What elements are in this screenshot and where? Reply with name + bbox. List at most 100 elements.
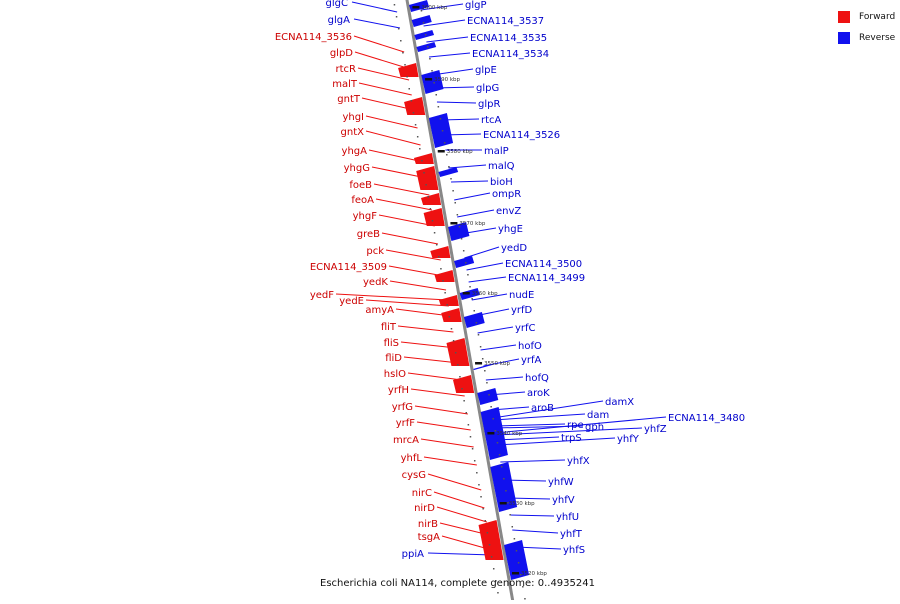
forward-connector bbox=[414, 405, 468, 415]
forward-connector bbox=[416, 421, 471, 431]
forward-connector bbox=[365, 130, 421, 146]
reverse-gene-label: yrfA bbox=[521, 355, 542, 366]
reverse-connector bbox=[457, 209, 495, 218]
reverse-gene-label: yhfX bbox=[567, 456, 590, 467]
reverse-gene-block bbox=[448, 222, 470, 241]
reverse-gene-label: yrfD bbox=[511, 305, 533, 316]
feature-dot bbox=[488, 394, 490, 396]
feature-dot bbox=[505, 490, 507, 492]
forward-gene-label: mrcA bbox=[393, 435, 419, 446]
forward-gene-block bbox=[430, 246, 451, 258]
tick-label: 3540 kbp bbox=[496, 431, 522, 437]
feature-dot bbox=[431, 70, 433, 72]
tick-mark bbox=[499, 502, 507, 505]
forward-connector bbox=[407, 372, 462, 381]
reverse-gene-block bbox=[490, 462, 518, 512]
feature-dot bbox=[397, 28, 400, 30]
reverse-gene-label: yhfU bbox=[556, 512, 579, 523]
forward-gene-label: cysG bbox=[402, 470, 426, 481]
reverse-gene-label: yhfT bbox=[560, 529, 583, 540]
forward-connector bbox=[365, 115, 418, 129]
forward-gene-label: tsgA bbox=[418, 532, 440, 543]
forward-gene-label: yrfF bbox=[396, 418, 416, 429]
reverse-gene-block bbox=[477, 388, 499, 405]
forward-gene-block bbox=[478, 520, 504, 560]
reverse-gene-label: ppiA bbox=[402, 549, 424, 560]
feature-dot bbox=[460, 238, 463, 240]
reverse-connector bbox=[466, 262, 504, 271]
reverse-connector bbox=[420, 3, 464, 11]
feature-dot bbox=[496, 442, 499, 444]
reverse-connector bbox=[512, 529, 559, 534]
legend-label-reverse: Reverse bbox=[859, 33, 896, 43]
feature-dot bbox=[412, 112, 415, 114]
reverse-gene-label: yhfS bbox=[563, 545, 585, 556]
reverse-gene-block bbox=[411, 15, 432, 27]
reverse-connector bbox=[500, 459, 566, 463]
reverse-connector bbox=[426, 36, 469, 43]
feature-dot bbox=[406, 76, 408, 78]
feature-dot bbox=[458, 226, 461, 228]
reverse-gene-label: glpR bbox=[478, 99, 500, 110]
reverse-connector bbox=[436, 101, 477, 104]
feature-dot bbox=[416, 136, 419, 138]
forward-connector bbox=[403, 356, 459, 364]
feature-dot bbox=[488, 544, 491, 546]
forward-gene-block bbox=[398, 63, 419, 77]
reverse-connector bbox=[496, 436, 560, 441]
forward-gene-block bbox=[434, 270, 455, 282]
reverse-connector bbox=[454, 192, 491, 201]
reverse-connector bbox=[509, 514, 555, 517]
tick-mark bbox=[487, 432, 495, 435]
feature-dot bbox=[420, 10, 423, 12]
forward-gene-label: ECNA114_3509 bbox=[310, 262, 387, 273]
forward-gene-block bbox=[423, 208, 445, 226]
feature-dot bbox=[429, 58, 431, 60]
reverse-gene-block bbox=[416, 42, 437, 52]
feature-dot bbox=[503, 478, 505, 480]
forward-connector bbox=[358, 82, 412, 96]
forward-connector bbox=[423, 456, 477, 466]
scale-ticks: 3600 kbp 3590 kbp 3580 kbp 3570 kbp 3560 kbp… bbox=[412, 5, 547, 577]
feature-dot bbox=[467, 274, 469, 276]
feature-dot bbox=[462, 250, 465, 252]
reverse-gene-label: glgA bbox=[328, 15, 350, 26]
feature-dot bbox=[484, 520, 487, 522]
feature-dot bbox=[479, 346, 482, 348]
reverse-gene-label: nudE bbox=[509, 290, 534, 301]
reverse-connector bbox=[485, 376, 524, 381]
reverse-gene-label: envZ bbox=[496, 206, 521, 217]
forward-gene-block bbox=[416, 166, 439, 190]
feature-dot bbox=[513, 538, 516, 540]
tick-label: 3590 kbp bbox=[434, 77, 460, 83]
feature-dot bbox=[404, 64, 406, 66]
forward-gene-label: yhgA bbox=[342, 146, 368, 157]
forward-gene-label: yrfH bbox=[388, 385, 409, 396]
feature-dot bbox=[471, 298, 473, 300]
feature-dot bbox=[422, 22, 425, 24]
feature-dot bbox=[524, 598, 526, 600]
forward-connector bbox=[335, 293, 448, 301]
feature-dot bbox=[480, 496, 482, 498]
reverse-connector bbox=[477, 326, 514, 334]
tick-label: 3570 kbp bbox=[459, 221, 485, 227]
feature-dot bbox=[441, 130, 444, 132]
tick-mark bbox=[437, 150, 445, 153]
feature-dot bbox=[443, 142, 446, 144]
feature-dot bbox=[511, 526, 514, 528]
forward-gene-block bbox=[446, 338, 470, 366]
reverse-gene-label: trpS bbox=[561, 433, 582, 444]
forward-gene-label: nirD bbox=[414, 503, 435, 514]
forward-connector bbox=[400, 341, 457, 349]
feature-dot bbox=[469, 436, 472, 438]
tick-mark bbox=[462, 292, 470, 295]
forward-gene-label: glpD bbox=[330, 48, 353, 59]
reverse-gene-label: rtcA bbox=[481, 115, 502, 126]
feature-dot bbox=[517, 562, 520, 564]
forward-connector bbox=[375, 198, 433, 211]
reverse-gene-block bbox=[421, 70, 444, 94]
feature-dot bbox=[448, 166, 450, 168]
strand-legend: Forward Reverse bbox=[838, 9, 895, 51]
reverse-connector bbox=[427, 552, 493, 556]
reverse-connector bbox=[492, 400, 604, 419]
